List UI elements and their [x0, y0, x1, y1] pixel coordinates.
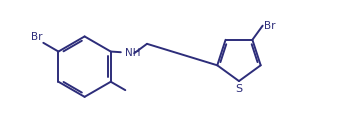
Text: Br: Br — [264, 21, 275, 31]
Text: NH: NH — [125, 48, 140, 58]
Text: Br: Br — [31, 32, 42, 42]
Text: S: S — [236, 84, 243, 94]
